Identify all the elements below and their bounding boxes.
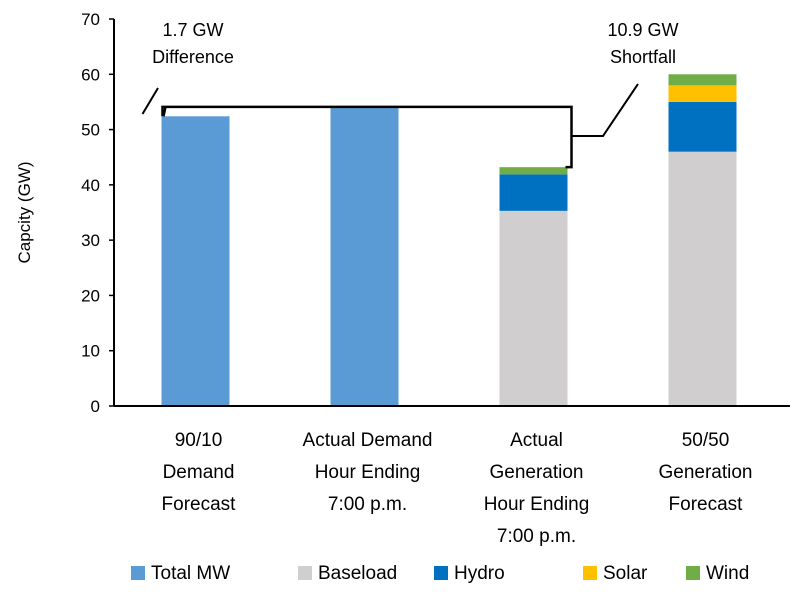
y-tick-label: 60 bbox=[81, 65, 100, 84]
annotation-text: 10.9 GW bbox=[607, 20, 678, 40]
legend-label: Solar bbox=[603, 563, 648, 584]
bar-total-mw-0 bbox=[161, 116, 230, 406]
category-label: Generation bbox=[658, 462, 752, 483]
legend-label: Total MW bbox=[151, 563, 230, 584]
y-tick-label: 30 bbox=[81, 231, 100, 250]
category-label: Generation bbox=[489, 462, 583, 483]
category-label: Forecast bbox=[162, 494, 237, 515]
bar-baseload-2 bbox=[499, 210, 568, 406]
bar-wind-3 bbox=[668, 74, 737, 86]
annotation-text: Shortfall bbox=[610, 47, 676, 67]
y-tick-label: 50 bbox=[81, 121, 100, 140]
annotation-text: Difference bbox=[152, 47, 234, 67]
y-tick-label: 70 bbox=[81, 10, 100, 29]
bars-layer bbox=[161, 74, 737, 406]
category-label: Hour Ending bbox=[484, 494, 590, 515]
category-label: Actual bbox=[510, 430, 563, 451]
category-label: 90/10 bbox=[175, 430, 223, 451]
legend-label: Baseload bbox=[318, 563, 397, 584]
bar-wind-2 bbox=[499, 167, 568, 175]
legend-label: Hydro bbox=[454, 563, 505, 584]
bar-solar-3 bbox=[668, 85, 737, 102]
annotation-text: 1.7 GW bbox=[162, 20, 223, 40]
axes-layer: 0 10 20 30 40 50 60 70 Capcity (GW) 90/10 Demand Fo… bbox=[15, 10, 790, 547]
category-label: 50/50 bbox=[682, 430, 730, 451]
legend-swatch bbox=[583, 566, 597, 580]
legend: Total MW Baseload Hydro Solar Wind bbox=[131, 563, 749, 584]
shortfall-bracket bbox=[161, 105, 573, 169]
bar-hydro-2 bbox=[499, 174, 568, 211]
difference-bracket bbox=[162, 106, 167, 117]
difference-leader-line bbox=[141, 87, 159, 115]
y-tick-label: 0 bbox=[91, 397, 100, 416]
y-tick-label: 40 bbox=[81, 176, 100, 195]
bar-baseload-3 bbox=[668, 151, 737, 406]
shortfall-leader-line bbox=[571, 83, 639, 137]
y-axis-label: Capcity (GW) bbox=[15, 162, 34, 264]
y-tick-label: 10 bbox=[81, 342, 100, 361]
legend-swatch bbox=[298, 566, 312, 580]
annotations-layer: 1.7 GW Difference 10.9 GW Shortfall bbox=[141, 20, 679, 169]
category-label: Demand bbox=[163, 462, 235, 483]
category-label: 7:00 p.m. bbox=[328, 494, 407, 515]
y-tick-label: 20 bbox=[81, 286, 100, 305]
legend-swatch bbox=[131, 566, 145, 580]
legend-swatch bbox=[686, 566, 700, 580]
category-label: Forecast bbox=[669, 494, 744, 515]
legend-swatch bbox=[434, 566, 448, 580]
bar-total-mw-1 bbox=[330, 106, 399, 406]
category-label: 7:00 p.m. bbox=[497, 526, 576, 547]
bar-hydro-3 bbox=[668, 101, 737, 152]
category-label: Hour Ending bbox=[315, 462, 421, 483]
category-label: Actual Demand bbox=[303, 430, 433, 451]
legend-label: Wind bbox=[706, 563, 749, 584]
